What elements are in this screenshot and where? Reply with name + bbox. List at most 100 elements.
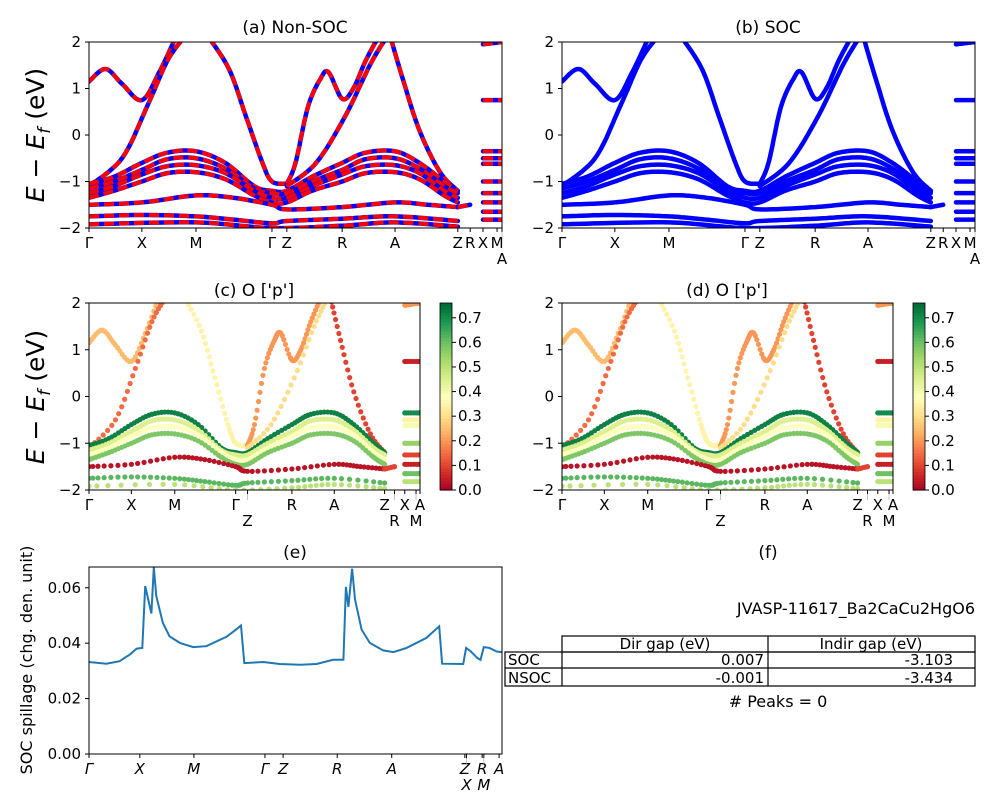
- band-point: [193, 317, 200, 323]
- band-19: [875, 440, 893, 446]
- colorbar-segment: [440, 468, 452, 472]
- band-point: [784, 323, 790, 329]
- band-point: [662, 455, 669, 461]
- colorbar-segment: [913, 380, 925, 385]
- band-point: [417, 410, 420, 416]
- band-point: [622, 319, 628, 325]
- band-point: [836, 421, 842, 427]
- band-point: [681, 361, 687, 367]
- band-point: [154, 457, 160, 463]
- band-point: [624, 314, 630, 320]
- band-point: [202, 436, 208, 443]
- band-point: [185, 454, 192, 460]
- band-point: [695, 410, 701, 416]
- x-tick-label: X: [400, 496, 410, 514]
- x-tick-label: M: [168, 496, 181, 514]
- colorbar-segment: [440, 433, 452, 438]
- band-point: [365, 464, 371, 470]
- band-point: [275, 467, 282, 473]
- band-line-soc: [562, 42, 657, 189]
- band-point: [755, 478, 761, 484]
- band-point: [313, 476, 319, 482]
- axes-frame: [88, 566, 503, 755]
- band-line-soc: [562, 192, 934, 212]
- colorbar-segment: [913, 421, 925, 426]
- band-point: [563, 475, 569, 481]
- band-point: [218, 396, 224, 402]
- band-point: [755, 466, 761, 473]
- colorbar-segment: [440, 362, 452, 366]
- band-point: [325, 296, 330, 301]
- band-line-soc: [562, 169, 934, 206]
- band-point: [685, 375, 691, 381]
- band-23: [402, 478, 420, 485]
- band-line-non-soc: [89, 162, 459, 202]
- band-point: [211, 480, 217, 486]
- colorbar-segment: [440, 418, 452, 423]
- band-point: [854, 485, 861, 490]
- ylabel-sub: f: [35, 387, 55, 396]
- band-point: [828, 483, 834, 489]
- band-point: [679, 457, 685, 463]
- colorbar-segment: [913, 486, 925, 491]
- band-point: [417, 303, 420, 306]
- colorbar-tick-label: 0.6: [931, 333, 955, 351]
- band-point: [757, 346, 763, 353]
- band-point: [363, 478, 369, 484]
- band-point: [802, 303, 807, 305]
- band-point: [693, 403, 699, 410]
- colorbar-segment: [913, 458, 925, 463]
- colorbar-tick-label: 0.7: [931, 309, 955, 327]
- colorbar-segment: [440, 415, 452, 419]
- band-point: [149, 319, 155, 325]
- band-point: [836, 484, 842, 490]
- band-point: [140, 344, 146, 350]
- band-5: [244, 296, 330, 451]
- band-point: [355, 483, 361, 489]
- band-point: [338, 476, 345, 482]
- band-point: [775, 483, 781, 490]
- colorbar-segment: [440, 327, 452, 332]
- band-point: [689, 480, 695, 487]
- colorbar: 0.0 0.1 0.2 0.3 0.4 0.5 0.6 0.7: [912, 302, 955, 499]
- band-point: [748, 467, 755, 473]
- band-point: [369, 465, 375, 471]
- band-point: [191, 483, 197, 489]
- plot-area: [89, 296, 420, 490]
- colorbar-segment: [440, 368, 452, 373]
- gap-table: [504, 635, 976, 687]
- band-point: [204, 347, 211, 353]
- band-point: [328, 296, 333, 301]
- x-tick-label: A: [497, 250, 508, 268]
- band-point: [788, 303, 795, 306]
- band-point: [574, 463, 580, 469]
- colorbar-segment: [913, 461, 925, 466]
- band-point: [645, 475, 651, 481]
- band-point: [629, 296, 634, 301]
- band-1: [657, 303, 724, 449]
- band-point: [764, 375, 770, 381]
- band-point: [325, 475, 331, 481]
- colorbar-segment: [913, 405, 925, 410]
- band-point: [309, 329, 315, 336]
- band-point: [122, 474, 128, 480]
- band-point: [317, 298, 322, 303]
- band-point: [694, 460, 700, 467]
- colorbar-segment: [913, 452, 925, 457]
- band-point: [786, 482, 792, 488]
- band-point: [659, 303, 665, 308]
- band-point: [836, 478, 842, 484]
- table-col-header: Indir gap (eV): [820, 635, 923, 653]
- panel-e-title: (e): [283, 543, 307, 563]
- band-point: [734, 479, 740, 485]
- band-point: [798, 303, 801, 304]
- band-point: [94, 483, 100, 489]
- band-point: [95, 463, 101, 469]
- band-point: [308, 483, 314, 489]
- band-point: [626, 310, 632, 316]
- band-point: [754, 337, 760, 343]
- band-point: [798, 475, 804, 481]
- colorbar-tick-label: 0.4: [458, 383, 482, 401]
- band-point: [222, 410, 228, 416]
- colorbar-tick-label: 0.1: [458, 456, 482, 474]
